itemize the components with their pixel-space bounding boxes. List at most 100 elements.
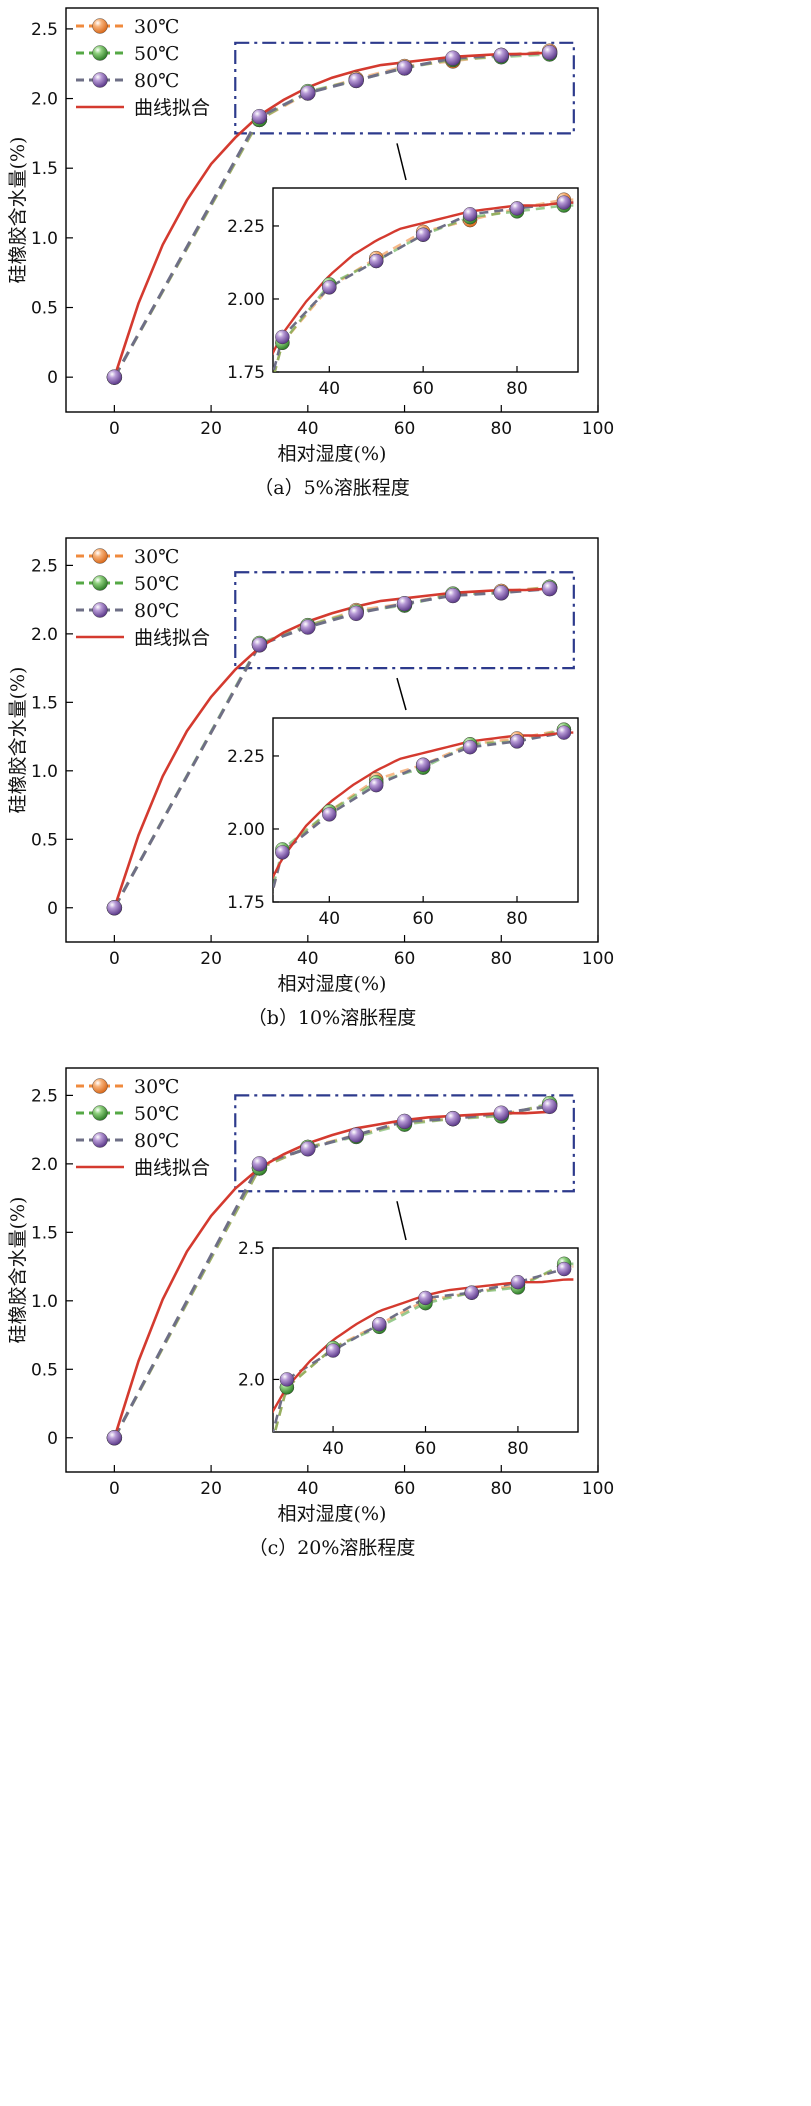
x-tick-label: 20 (200, 949, 222, 969)
legend-marker (92, 72, 108, 88)
legend: 30℃ 50℃ 80℃ 曲线拟合 (76, 546, 210, 649)
inset-data-point (510, 1274, 526, 1290)
inset-y-tick-label: 2.25 (227, 217, 265, 237)
zoom-connector (396, 677, 407, 711)
y-tick-label: 1.0 (31, 1292, 58, 1312)
legend-label: 80℃ (134, 600, 179, 622)
legend-label: 30℃ (134, 16, 179, 38)
data-point (541, 580, 558, 597)
fit-curve (113, 1110, 550, 1439)
inset-x-tick-label: 40 (318, 379, 340, 399)
data-point (300, 85, 316, 101)
legend-marker (92, 1132, 108, 1148)
inset-series (273, 722, 574, 896)
y-tick-label: 0 (47, 368, 58, 388)
zoom-connector (396, 143, 407, 181)
legend-label: 曲线拟合 (134, 97, 210, 119)
y-tick-label: 1.5 (31, 693, 58, 713)
inset-x-tick-label: 40 (318, 909, 340, 929)
y-tick-label: 0 (47, 899, 58, 919)
series-line-80℃ (113, 51, 550, 378)
inset-frame (272, 717, 579, 903)
inset-y-tick-label: 2.00 (227, 820, 265, 840)
y-tick-label: 2.5 (31, 20, 58, 40)
inset-y-tick-label: 2.25 (227, 747, 265, 767)
inset-data-point (556, 195, 572, 210)
inset-y-tick-label: 1.75 (227, 893, 265, 913)
data-point (348, 72, 364, 89)
inset-plot: 40 60 80 1.75 2.00 2.25 (227, 717, 579, 929)
legend-label: 80℃ (134, 1130, 179, 1152)
x-tick-label: 0 (109, 949, 120, 969)
x-axis-title: 相对湿度(%) (278, 973, 387, 995)
inset-x-tick-label: 60 (412, 909, 434, 929)
inset-y-tick-label: 2.0 (238, 1370, 265, 1390)
inset-data-point (462, 740, 478, 755)
legend-label: 30℃ (134, 546, 179, 568)
fit-curve (113, 587, 550, 909)
x-tick-label: 80 (490, 419, 512, 439)
inset-x-tick-label: 80 (506, 379, 528, 399)
inset-frame (272, 1247, 579, 1433)
y-tick-label: 0.5 (31, 830, 58, 850)
x-tick-label: 100 (582, 1479, 614, 1499)
data-point (251, 108, 268, 125)
data-point (300, 619, 316, 635)
chart-panel-a: 0 20 40 60 80 100 0 0.5 1.0 1.5 2.0 2.5 相对湿度(%) 硅橡胶含水… (7, 7, 614, 499)
data-point (348, 1127, 364, 1143)
inset-x-tick-label: 80 (506, 909, 528, 929)
y-axis-title: 硅橡胶含水量(%) (7, 667, 29, 814)
x-tick-label: 40 (297, 949, 319, 969)
zoom-connector (396, 1201, 407, 1241)
panel-caption: （c）20%溶胀程度 (249, 1537, 416, 1559)
x-axis-title: 相对湿度(%) (278, 1503, 387, 1525)
inset-x-tick-label: 40 (322, 1439, 344, 1459)
data-point (493, 585, 509, 601)
panel-caption: （b）10%溶胀程度 (248, 1007, 416, 1029)
inset-data-point (322, 280, 337, 295)
y-axis-title: 硅橡胶含水量(%) (7, 1197, 29, 1344)
y-tick-label: 1.0 (31, 229, 58, 249)
legend-marker (92, 18, 108, 34)
inset-series-line-80℃ (273, 201, 574, 372)
inset-data-point (372, 1317, 387, 1332)
x-tick-label: 0 (109, 419, 120, 439)
x-tick-label: 80 (490, 1479, 512, 1499)
zoom-region-box (234, 41, 575, 135)
data-point (396, 596, 413, 612)
x-tick-label: 60 (394, 949, 416, 969)
y-tick-label: 1.0 (31, 762, 58, 782)
inset-data-point (275, 329, 290, 345)
legend: 30℃ 50℃ 80℃ 曲线拟合 (76, 16, 210, 119)
inset-plot: 40 60 80 2.0 2.5 (238, 1239, 579, 1459)
legend-marker (92, 1105, 108, 1121)
y-tick-label: 0.5 (31, 299, 58, 319)
x-tick-label: 60 (394, 1479, 416, 1499)
data-point (445, 50, 461, 66)
x-tick-label: 0 (109, 1479, 120, 1499)
inset-data-point (322, 807, 337, 822)
legend-label: 80℃ (134, 70, 179, 92)
legend-marker (92, 575, 108, 591)
data-point (106, 900, 123, 916)
legend-label: 曲线拟合 (134, 627, 210, 649)
y-tick-label: 2.0 (31, 625, 58, 645)
legend-label: 曲线拟合 (134, 1157, 210, 1179)
legend-marker (92, 45, 108, 61)
inset-data-point (556, 1261, 572, 1277)
legend-marker (92, 548, 108, 564)
data-point (300, 1141, 316, 1157)
inset-data-point (415, 227, 431, 242)
inset-data-point (509, 201, 525, 216)
x-tick-label: 20 (200, 1479, 222, 1499)
x-tick-label: 60 (394, 419, 416, 439)
legend-label: 50℃ (134, 1103, 179, 1125)
inset-series (273, 1256, 574, 1432)
x-tick-label: 40 (297, 1479, 319, 1499)
inset-data-point (418, 1290, 433, 1306)
inset-plot: 40 60 80 1.75 2.00 2.25 (227, 187, 579, 399)
legend-marker (92, 602, 108, 618)
x-tick-label: 80 (490, 949, 512, 969)
plot-frame (65, 7, 599, 413)
